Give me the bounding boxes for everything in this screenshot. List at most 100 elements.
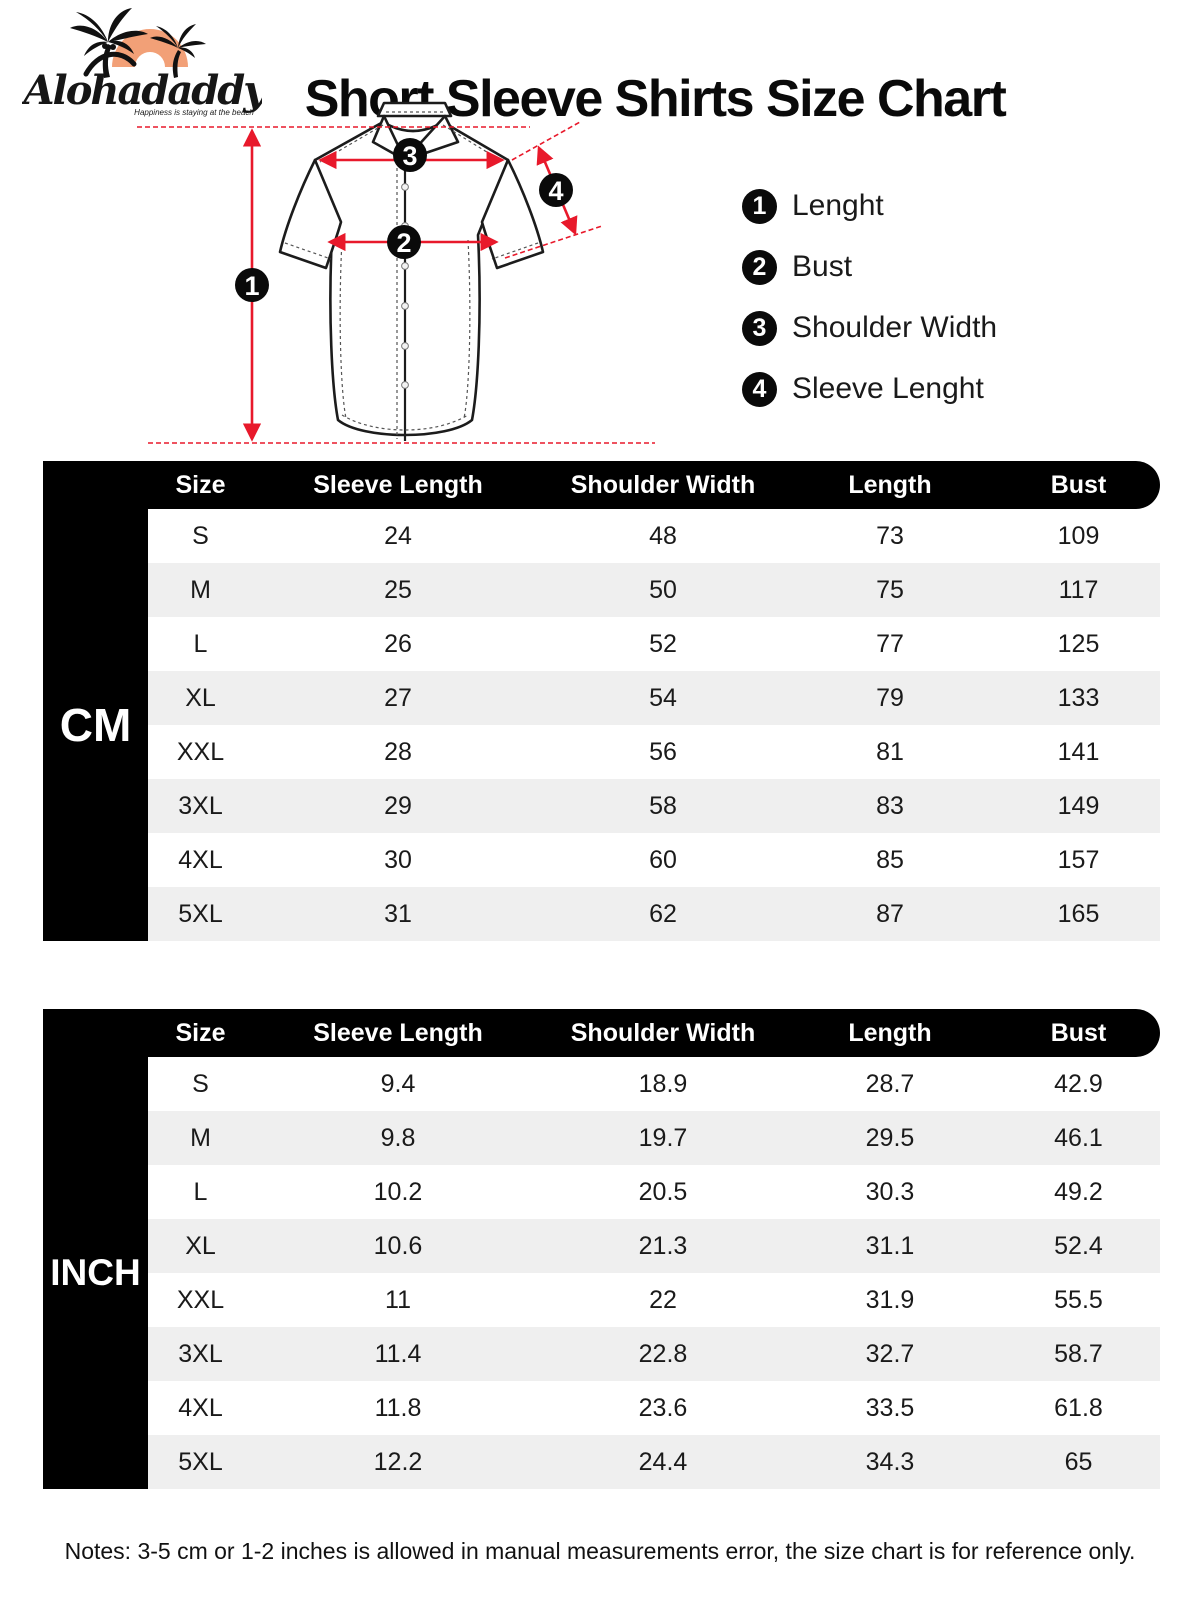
table-cell: 133 bbox=[1057, 683, 1100, 712]
table-cell: S bbox=[192, 521, 209, 550]
table-cell: 25 bbox=[384, 575, 412, 604]
inch-size-table: Size Sleeve Length Shoulder Width Length Bus… bbox=[43, 1009, 1160, 1489]
table-cell: 18.9 bbox=[638, 1069, 688, 1098]
table-cell: 48 bbox=[649, 521, 677, 550]
table-cell: 27 bbox=[384, 683, 412, 712]
column-header: Length bbox=[848, 470, 932, 499]
shirt-outline bbox=[278, 101, 545, 441]
table-cell: 165 bbox=[1057, 899, 1100, 928]
column-header: Bust bbox=[1050, 1018, 1107, 1047]
table-cell: 32.7 bbox=[865, 1339, 915, 1368]
marker-4: 4 bbox=[548, 176, 563, 206]
table-cell: 4XL bbox=[178, 845, 223, 874]
table-cell: 22.8 bbox=[638, 1339, 688, 1368]
table-cell: 12.2 bbox=[373, 1447, 423, 1476]
table-row: XL 27 54 79 133 bbox=[148, 671, 1160, 725]
wave-swoosh bbox=[83, 51, 137, 77]
marker-3-circle bbox=[393, 138, 427, 172]
table-cell: 83 bbox=[876, 791, 904, 820]
legend-item: 1 Lenght bbox=[742, 188, 997, 224]
table-cell: 42.9 bbox=[1054, 1069, 1103, 1098]
table-row: 3XL 11.4 22.8 32.7 58.7 bbox=[148, 1327, 1160, 1381]
measurement-markers: 1 2 3 4 bbox=[235, 138, 573, 302]
table-cell: 81 bbox=[876, 737, 904, 766]
table-row: 5XL 12.2 24.4 34.3 65 bbox=[148, 1435, 1160, 1489]
table-cell: 11.4 bbox=[374, 1339, 422, 1368]
table-cell: 28.7 bbox=[865, 1069, 915, 1098]
cm-table-body: CM S 24 48 73 109 M 25 50 75 117 L 26 52 77 125 XL 27 54 7… bbox=[43, 509, 1160, 941]
table-cell: L bbox=[193, 1177, 208, 1206]
table-cell: 24.4 bbox=[638, 1447, 688, 1476]
table-cell: M bbox=[190, 1123, 211, 1152]
marker-3: 3 bbox=[402, 141, 417, 171]
marker-1: 1 bbox=[244, 271, 259, 301]
legend-item: 2 Bust bbox=[742, 249, 997, 285]
table-row: L 26 52 77 125 bbox=[148, 617, 1160, 671]
table-row: S 9.4 18.9 28.7 42.9 bbox=[148, 1057, 1160, 1111]
table-row: M 25 50 75 117 bbox=[148, 563, 1160, 617]
table-cell: 61.8 bbox=[1054, 1393, 1103, 1422]
cm-size-table: Size Sleeve Length Shoulder Width Length Bus… bbox=[43, 461, 1160, 941]
table-cell: 50 bbox=[649, 575, 677, 604]
table-row: 4XL 30 60 85 157 bbox=[148, 833, 1160, 887]
table-cell: 58 bbox=[649, 791, 677, 820]
table-row: XL 10.6 21.3 31.1 52.4 bbox=[148, 1219, 1160, 1273]
marker-2: 2 bbox=[396, 228, 411, 258]
table-cell: 141 bbox=[1057, 737, 1100, 766]
unit-label-inch: INCH bbox=[43, 1057, 148, 1489]
table-cell: 31 bbox=[384, 899, 412, 928]
table-cell: L bbox=[193, 629, 208, 658]
table-cell: 11.8 bbox=[374, 1393, 422, 1422]
inch-table-body: INCH S 9.4 18.9 28.7 42.9 M 9.8 19.7 29.5 46.1 L 10… bbox=[43, 1057, 1160, 1489]
inch-table-header: Size Sleeve Length Shoulder Width Length Bus… bbox=[43, 1009, 1160, 1057]
table-cell: 23.6 bbox=[638, 1393, 688, 1422]
table-cell: 109 bbox=[1057, 521, 1100, 550]
page-title: Short Sleeve Shirts Size Chart bbox=[304, 69, 1007, 128]
column-header: Shoulder Width bbox=[570, 470, 756, 499]
column-header: Length bbox=[848, 1018, 932, 1047]
table-row: M 9.8 19.7 29.5 46.1 bbox=[148, 1111, 1160, 1165]
table-cell: XXL bbox=[176, 737, 225, 766]
table-row: XXL 28 56 81 141 bbox=[148, 725, 1160, 779]
palm-tree-right-icon bbox=[150, 24, 206, 78]
measurement-legend: 1 Lenght 2 Bust 3 Shoulder Width 4 Sleeve Lengh… bbox=[742, 188, 997, 432]
table-cell: 11 bbox=[385, 1285, 411, 1314]
footnote: Notes: 3-5 cm or 1-2 inches is allowed i… bbox=[64, 1538, 1136, 1564]
table-row: 5XL 31 62 87 165 bbox=[148, 887, 1160, 941]
table-cell: 20.5 bbox=[638, 1177, 688, 1206]
table-cell: 77 bbox=[876, 629, 904, 658]
table-cell: 54 bbox=[649, 683, 677, 712]
table-cell: 5XL bbox=[178, 1447, 223, 1476]
table-cell: S bbox=[192, 1069, 209, 1098]
table-cell: 28 bbox=[384, 737, 412, 766]
table-cell: 56 bbox=[649, 737, 677, 766]
column-header: Size bbox=[175, 1018, 226, 1047]
legend-number-badge: 1 bbox=[742, 188, 777, 224]
legend-number-badge: 4 bbox=[742, 371, 777, 407]
table-cell: XL bbox=[185, 683, 216, 712]
table-cell: 26 bbox=[384, 629, 412, 658]
table-cell: 117 bbox=[1058, 575, 1099, 604]
table-cell: 149 bbox=[1057, 791, 1100, 820]
table-cell: 75 bbox=[876, 575, 904, 604]
table-cell: M bbox=[190, 575, 211, 604]
table-cell: 5XL bbox=[178, 899, 223, 928]
table-cell: 157 bbox=[1057, 845, 1100, 874]
table-cell: 30.3 bbox=[865, 1177, 915, 1206]
table-cell: XXL bbox=[176, 1285, 225, 1314]
inch-table-rows: S 9.4 18.9 28.7 42.9 M 9.8 19.7 29.5 46.1 L 10.2 20.… bbox=[148, 1057, 1160, 1489]
legend-item: 4 Sleeve Lenght bbox=[742, 371, 997, 407]
sunset-arch bbox=[112, 29, 188, 67]
legend-number-badge: 3 bbox=[742, 310, 777, 346]
table-row: XXL 11 22 31.9 55.5 bbox=[148, 1273, 1160, 1327]
table-cell: 9.4 bbox=[380, 1069, 416, 1098]
shirt-measurement-diagram: 1 2 3 4 bbox=[137, 101, 655, 444]
table-cell: 52 bbox=[649, 629, 677, 658]
table-cell: 60 bbox=[649, 845, 677, 874]
table-cell: 73 bbox=[876, 521, 904, 550]
legend-item: 3 Shoulder Width bbox=[742, 310, 997, 346]
palm-sunset-icon: Alohadaddy Happiness is staying at the b… bbox=[20, 8, 271, 117]
column-header: Size bbox=[175, 470, 226, 499]
table-row: L 10.2 20.5 30.3 49.2 bbox=[148, 1165, 1160, 1219]
table-cell: 55.5 bbox=[1054, 1285, 1103, 1314]
